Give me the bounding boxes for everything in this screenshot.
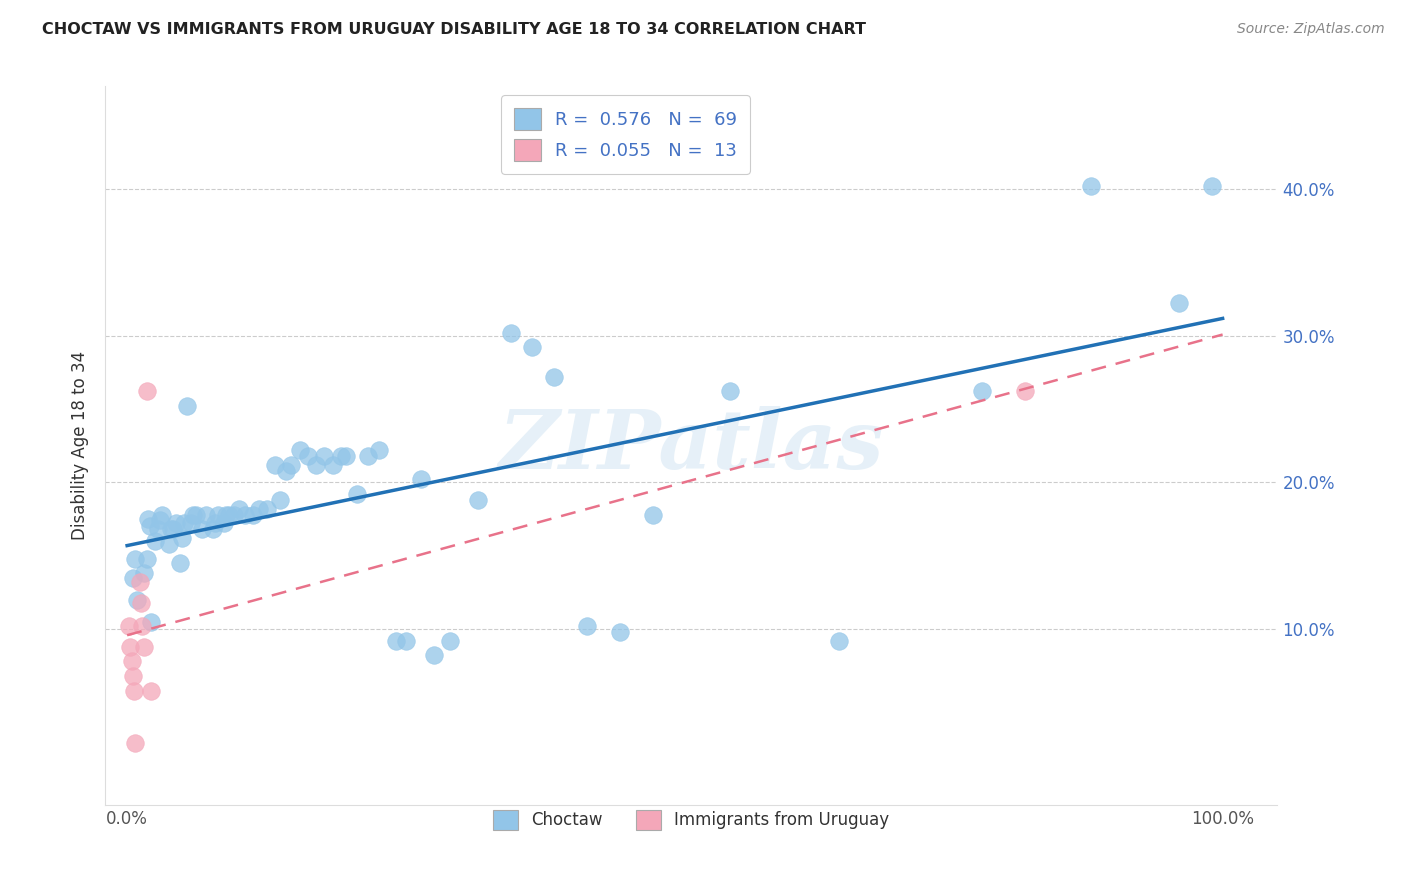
Point	[290, 443, 312, 458]
Point	[423, 648, 446, 663]
Point	[120, 640, 142, 654]
Point	[170, 531, 193, 545]
Point	[180, 516, 202, 531]
Point	[467, 492, 489, 507]
Point	[132, 566, 155, 581]
Point	[135, 384, 157, 399]
Point	[322, 458, 344, 472]
Point	[139, 519, 162, 533]
Point	[124, 736, 146, 750]
Point	[1080, 179, 1102, 194]
Point	[162, 522, 184, 536]
Point	[543, 369, 565, 384]
Point	[335, 449, 357, 463]
Point	[195, 508, 218, 522]
Point	[522, 340, 544, 354]
Point	[176, 399, 198, 413]
Point	[280, 458, 302, 472]
Point	[157, 537, 180, 551]
Point	[143, 534, 166, 549]
Point	[384, 633, 406, 648]
Point	[609, 624, 631, 639]
Point	[135, 551, 157, 566]
Text: Source: ZipAtlas.com: Source: ZipAtlas.com	[1237, 22, 1385, 37]
Point	[828, 633, 851, 648]
Point	[201, 522, 224, 536]
Point	[269, 492, 291, 507]
Point	[131, 619, 153, 633]
Point	[132, 640, 155, 654]
Point	[329, 449, 352, 463]
Point	[173, 516, 195, 531]
Point	[160, 522, 183, 536]
Point	[641, 508, 664, 522]
Point	[169, 556, 191, 570]
Point	[212, 516, 235, 531]
Point	[718, 384, 741, 399]
Point	[121, 669, 143, 683]
Point	[141, 615, 163, 629]
Point	[204, 516, 226, 531]
Point	[129, 575, 152, 590]
Point	[368, 443, 391, 458]
Point	[409, 472, 432, 486]
Point	[274, 464, 297, 478]
Point	[235, 508, 257, 522]
Point	[228, 501, 250, 516]
Point	[131, 596, 153, 610]
Point	[141, 683, 163, 698]
Point	[181, 508, 204, 522]
Point	[314, 449, 336, 463]
Point	[346, 487, 368, 501]
Point	[186, 508, 208, 522]
Point	[247, 501, 270, 516]
Point	[136, 512, 159, 526]
Point	[118, 619, 141, 633]
Point	[121, 654, 143, 668]
Point	[149, 514, 172, 528]
Point	[576, 619, 599, 633]
Point	[150, 508, 173, 522]
Point	[439, 633, 461, 648]
Point	[165, 516, 187, 531]
Point	[121, 571, 143, 585]
Point	[146, 522, 169, 536]
Point	[499, 326, 522, 340]
Point	[190, 522, 212, 536]
Point	[264, 458, 287, 472]
Text: ZIPatlas: ZIPatlas	[499, 406, 884, 485]
Point	[218, 508, 240, 522]
Point	[1167, 296, 1189, 310]
Y-axis label: Disability Age 18 to 34: Disability Age 18 to 34	[72, 351, 89, 541]
Point	[224, 508, 246, 522]
Point	[357, 449, 380, 463]
Point	[125, 592, 148, 607]
Point	[297, 449, 319, 463]
Point	[122, 683, 145, 698]
Point	[395, 633, 418, 648]
Legend: Choctaw, Immigrants from Uruguay: Choctaw, Immigrants from Uruguay	[479, 797, 903, 844]
Point	[304, 458, 326, 472]
Point	[207, 508, 229, 522]
Point	[242, 508, 264, 522]
Point	[124, 551, 146, 566]
Point	[970, 384, 993, 399]
Text: CHOCTAW VS IMMIGRANTS FROM URUGUAY DISABILITY AGE 18 TO 34 CORRELATION CHART: CHOCTAW VS IMMIGRANTS FROM URUGUAY DISAB…	[42, 22, 866, 37]
Point	[256, 501, 278, 516]
Point	[1201, 179, 1223, 194]
Point	[1014, 384, 1036, 399]
Point	[215, 508, 238, 522]
